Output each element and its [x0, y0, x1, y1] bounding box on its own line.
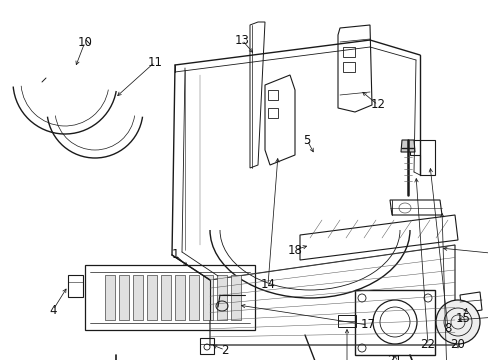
- Polygon shape: [230, 275, 241, 320]
- Text: 8: 8: [444, 321, 451, 334]
- Text: 21: 21: [386, 354, 402, 360]
- Bar: [267, 90, 278, 100]
- Polygon shape: [400, 140, 414, 152]
- Polygon shape: [217, 275, 226, 320]
- Text: 10: 10: [78, 36, 92, 49]
- Bar: [354, 290, 434, 355]
- Polygon shape: [161, 275, 171, 320]
- Polygon shape: [119, 275, 129, 320]
- Polygon shape: [189, 275, 199, 320]
- Bar: [337, 315, 355, 327]
- Text: 1: 1: [171, 248, 179, 261]
- Text: 11: 11: [147, 55, 162, 68]
- Text: 4: 4: [49, 303, 57, 316]
- Text: 12: 12: [370, 99, 385, 112]
- Text: 20: 20: [449, 338, 465, 351]
- Polygon shape: [203, 275, 213, 320]
- Polygon shape: [105, 275, 115, 320]
- Bar: [267, 108, 278, 118]
- Text: 2: 2: [221, 343, 228, 356]
- Bar: [342, 62, 354, 72]
- Text: 14: 14: [260, 279, 275, 292]
- Text: 18: 18: [287, 243, 302, 256]
- Circle shape: [435, 300, 479, 344]
- Text: 15: 15: [455, 311, 469, 324]
- Text: 22: 22: [420, 338, 435, 351]
- Bar: [68, 275, 83, 297]
- Polygon shape: [175, 275, 184, 320]
- Bar: [342, 47, 354, 57]
- Text: 13: 13: [234, 33, 249, 46]
- Text: 17: 17: [360, 319, 375, 332]
- Text: 5: 5: [303, 134, 310, 147]
- Polygon shape: [133, 275, 142, 320]
- Polygon shape: [147, 275, 157, 320]
- Bar: [200, 338, 214, 354]
